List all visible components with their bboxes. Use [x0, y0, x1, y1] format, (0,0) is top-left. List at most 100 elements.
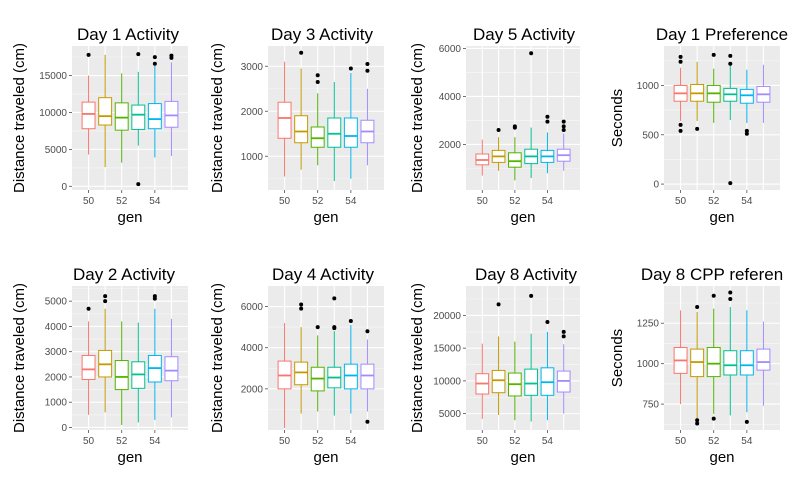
y-axis-title: Distance traveled (cm): [11, 43, 28, 193]
x-tick-label: 54: [149, 196, 161, 207]
panel-6: 2000 4000 6000 50 52 54 Day 4 Activity gen Dista…: [209, 265, 384, 466]
y-tick-label: 2000: [439, 140, 462, 151]
panel-5: 0 1000 2000 3000 4000 5000 50 52 54 Day 2 Activit…: [11, 265, 188, 466]
box-51: [690, 305, 705, 426]
y-axis-title: Distance traveled (cm): [209, 283, 226, 433]
y-tick-label: 10000: [433, 376, 461, 387]
outlier-point: [365, 62, 370, 66]
box-52: [114, 321, 129, 425]
x-tick-label: 54: [542, 436, 554, 447]
outlier-point: [315, 80, 320, 84]
outlier-point: [561, 329, 566, 334]
box-54: [540, 114, 555, 174]
box-iqr: [81, 354, 96, 380]
outlier-point: [152, 61, 157, 66]
y-tick-label: 2000: [241, 107, 264, 118]
outlier-point: [86, 52, 91, 57]
box-54: [343, 66, 358, 179]
outlier-point: [529, 293, 534, 298]
y-tick-label: 1000: [637, 359, 660, 370]
outlier-point: [728, 290, 733, 295]
y-tick-label: 1000: [637, 81, 660, 92]
outlier-point: [365, 329, 370, 334]
box-55: [556, 119, 571, 171]
outlier-point: [561, 119, 566, 124]
outlier-point: [103, 299, 108, 304]
y-tick-label: 4000: [439, 92, 462, 103]
outlier-point: [332, 325, 337, 330]
outlier-point: [744, 419, 749, 424]
box-55: [164, 53, 179, 157]
outlier-point: [103, 294, 108, 299]
outlier-point: [711, 416, 716, 421]
box-55: [756, 64, 771, 123]
y-tick-label: 1000: [241, 152, 264, 163]
outlier-point: [744, 131, 749, 136]
box-iqr: [343, 117, 358, 148]
box-55: [360, 329, 375, 424]
panel-title: Day 8 CPP referen: [641, 265, 783, 284]
y-tick-label: 0: [61, 423, 67, 434]
panel-3: 2000 4000 6000 50 52 54 Day 5 Activity gen Dista…: [409, 25, 580, 226]
outlier-point: [678, 128, 683, 133]
outlier-point: [299, 50, 304, 55]
box-iqr: [164, 356, 179, 382]
box-52: [508, 124, 522, 181]
x-tick-label: 52: [116, 196, 128, 207]
panel-background: [466, 286, 580, 430]
panel-4: 0 500 1000 50 52 54 Day 1 Preference gen Seconds: [609, 25, 788, 226]
x-tick-label: 50: [279, 196, 291, 207]
x-axis-title: gen: [117, 209, 142, 226]
panel-title: Day 3 Activity: [271, 25, 374, 44]
outlier-point: [299, 306, 304, 311]
x-axis-title: gen: [313, 449, 338, 466]
outlier-point: [711, 293, 716, 298]
x-tick-label: 54: [345, 436, 357, 447]
outlier-point: [695, 126, 700, 131]
box-iqr: [739, 88, 754, 104]
y-tick-label: 1000: [45, 398, 68, 409]
y-tick-label: 4000: [45, 322, 68, 333]
x-tick-label: 52: [509, 196, 521, 207]
box-55: [756, 321, 771, 406]
outlier-point: [152, 294, 157, 299]
y-axis-title: Distance traveled (cm): [209, 43, 226, 193]
box-iqr: [360, 363, 375, 390]
box-iqr: [524, 368, 538, 396]
y-tick-label: 15000: [39, 71, 67, 82]
outlier-point: [728, 296, 733, 301]
x-tick-label: 52: [509, 436, 521, 447]
box-51: [690, 61, 705, 131]
y-tick-label: 20000: [433, 311, 461, 322]
box-52: [114, 73, 129, 163]
box-52: [706, 293, 721, 421]
panel-title: Day 2 Activity: [73, 265, 176, 284]
outlier-point: [561, 334, 566, 339]
box-53: [723, 290, 738, 416]
y-axis-title: Distance traveled (cm): [11, 283, 28, 433]
box-50: [673, 310, 688, 405]
outlier-point: [728, 53, 733, 58]
outlier-point: [299, 302, 304, 307]
outlier-point: [561, 124, 566, 129]
y-tick-label: 6000: [241, 302, 264, 313]
box-53: [327, 296, 342, 416]
box-iqr: [98, 97, 113, 126]
box-iqr: [310, 126, 325, 148]
y-tick-label: 3000: [241, 62, 264, 73]
box-54: [147, 55, 162, 158]
x-tick-label: 50: [83, 196, 95, 207]
outlier-point: [695, 305, 700, 310]
panel-8: 750 1000 1250 50 52 54 Day 8 CPP referen gen Sec…: [609, 265, 783, 466]
outlier-point: [365, 419, 370, 424]
x-tick-label: 50: [675, 436, 687, 447]
box-iqr: [491, 369, 506, 394]
box-51: [294, 50, 309, 170]
y-tick-label: 2000: [45, 372, 68, 383]
box-iqr: [508, 152, 522, 168]
x-tick-label: 54: [741, 436, 753, 447]
box-52: [508, 341, 522, 421]
box-52: [706, 52, 721, 123]
outlier-point: [744, 128, 749, 133]
x-tick-label: 52: [312, 196, 324, 207]
